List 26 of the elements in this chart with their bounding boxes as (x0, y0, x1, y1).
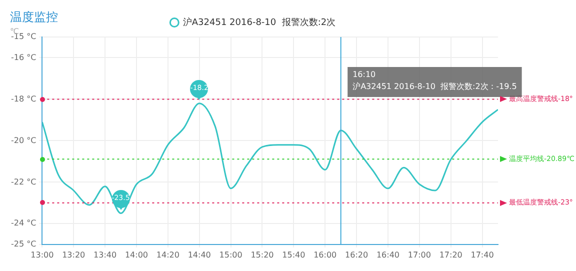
x-tick-label: 16:40 (376, 250, 400, 260)
x-tick-label: 15:00 (219, 250, 242, 260)
y-tick-label: -22 °C (10, 177, 37, 186)
x-tick-label: 14:20 (156, 250, 180, 260)
x-tick-label: 16:00 (314, 250, 337, 260)
x-tick-label: 14:40 (188, 250, 211, 260)
y-tick-label: -25 °C (10, 239, 37, 248)
chart-title: 温度监控 (10, 10, 58, 24)
y-tick-label: -24 °C (10, 218, 37, 228)
line-series (42, 102, 498, 214)
x-tick-label: 13:40 (94, 250, 117, 260)
y-tick-label: -20 °C (10, 136, 37, 145)
x-tick-label: 17:20 (439, 250, 462, 260)
x-tick-label: 13:20 (62, 250, 86, 260)
x-tick-label: 17:00 (408, 250, 431, 260)
x-tick-label: 16:20 (345, 250, 368, 260)
legend-label: 沪A32451 2016-8-10 报警次数:2次 (182, 16, 336, 28)
x-tick-label: 13:00 (30, 250, 54, 260)
y-tick-label: -16 °C (10, 52, 37, 62)
x-tick-label: 17:40 (470, 250, 494, 260)
x-tick-label: 14:00 (124, 250, 148, 260)
x-tick-label: 15:20 (250, 250, 274, 260)
annotation: 16:10 沪A32451 2016-8-10 报警次数:2次 : -19.5 (352, 70, 517, 92)
y-tick-label: -18 °C (10, 94, 37, 104)
y-tick-label: -15 °C (10, 32, 37, 42)
x-tick-label: 15:40 (282, 250, 306, 260)
